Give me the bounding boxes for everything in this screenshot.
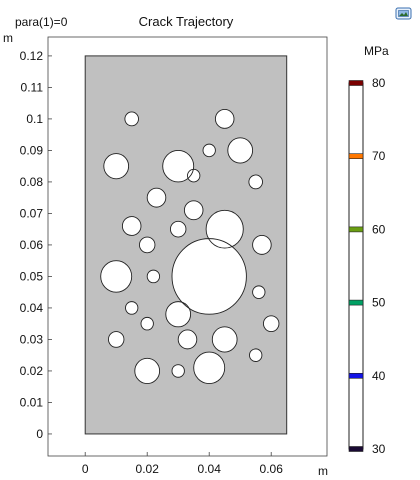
y-tick-label: 0.04	[20, 301, 44, 315]
y-axis-label: m	[3, 31, 13, 45]
colorbar-band	[349, 154, 363, 159]
x-tick-label: 0.02	[136, 462, 160, 476]
colorbar-band	[349, 81, 363, 86]
colorbar-unit-label: MPa	[364, 44, 389, 58]
y-axis-ticks: 0 0.01 0.02 0.03 0.04 0.05 0.06 0.07 0.08 0.09 0.1…	[20, 49, 52, 441]
colorbar-band	[349, 447, 363, 452]
plot-title: Crack Trajectory	[139, 14, 234, 29]
image-snapshot-icon[interactable]	[394, 6, 414, 22]
colorbar-tick-label: 50	[372, 296, 386, 310]
colorbar-band	[349, 227, 363, 232]
x-tick-label: 0.04	[198, 462, 222, 476]
y-tick-label: 0.1	[26, 112, 43, 126]
y-tick-label: 0.08	[20, 175, 44, 189]
y-tick-label: 0.09	[20, 143, 44, 157]
y-tick-label: 0.06	[20, 238, 44, 252]
colorbar-tick-label: 60	[372, 222, 386, 236]
x-tick-label: 0.06	[260, 462, 284, 476]
colorbar-tick-label: 30	[372, 442, 386, 456]
y-tick-label: 0.02	[20, 364, 44, 378]
y-tick-label: 0	[36, 427, 43, 441]
y-tick-label: 0.11	[21, 80, 44, 94]
x-tick-label: 0	[82, 462, 89, 476]
colorbar-tick-label: 70	[372, 149, 386, 163]
colorbar-tick-label: 40	[372, 369, 386, 383]
colorbar-band	[349, 300, 363, 305]
y-tick-label: 0.01	[20, 395, 44, 409]
y-tick-label: 0.05	[20, 269, 44, 283]
colorbar	[349, 83, 363, 449]
y-tick-label: 0.12	[20, 49, 44, 63]
geometry-domain	[85, 56, 287, 434]
y-tick-label: 0.07	[20, 206, 44, 220]
x-axis-label: m	[318, 464, 328, 478]
parameter-label: para(1)=0	[15, 15, 68, 29]
colorbar-tick-label: 80	[372, 76, 386, 90]
y-tick-label: 0.03	[20, 332, 44, 346]
colorbar-band	[349, 373, 363, 378]
